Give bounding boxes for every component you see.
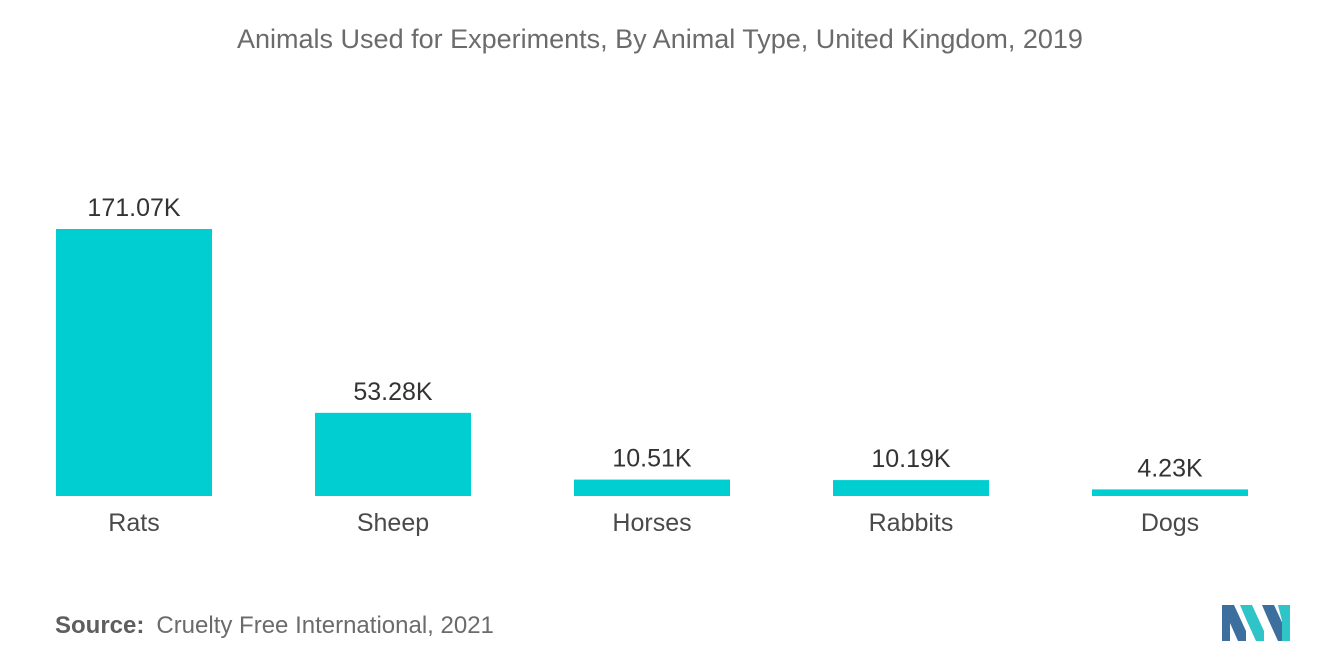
data-label-rabbits: 10.19K (871, 445, 951, 473)
bar-rats (56, 229, 212, 496)
x-tick-label-rabbits: Rabbits (869, 509, 954, 537)
x-tick-label-horses: Horses (612, 509, 691, 537)
bar-rabbits (833, 480, 989, 496)
x-tick-label-dogs: Dogs (1141, 509, 1199, 537)
x-tick-label-rats: Rats (108, 509, 159, 537)
data-label-sheep: 53.28K (353, 378, 433, 406)
source-label: Source: (55, 612, 145, 639)
bar-chart: 171.07K Rats 53.28K Sheep 10.51K Horses 10.19K… (56, 194, 1248, 537)
data-label-dogs: 4.23K (1137, 454, 1203, 482)
source-text: Cruelty Free International, 2021 (156, 612, 494, 639)
company-logo-icon (1222, 605, 1290, 641)
bar-dogs (1092, 489, 1248, 496)
source-line: Source: Cruelty Free International, 2021 (55, 612, 494, 640)
bar-horses (574, 479, 730, 496)
chart-title: Animals Used for Experiments, By Animal … (237, 24, 1083, 54)
data-label-rats: 171.07K (87, 194, 180, 222)
data-label-horses: 10.51K (612, 445, 692, 473)
x-tick-label-sheep: Sheep (357, 509, 429, 537)
bar-sheep (315, 412, 471, 496)
